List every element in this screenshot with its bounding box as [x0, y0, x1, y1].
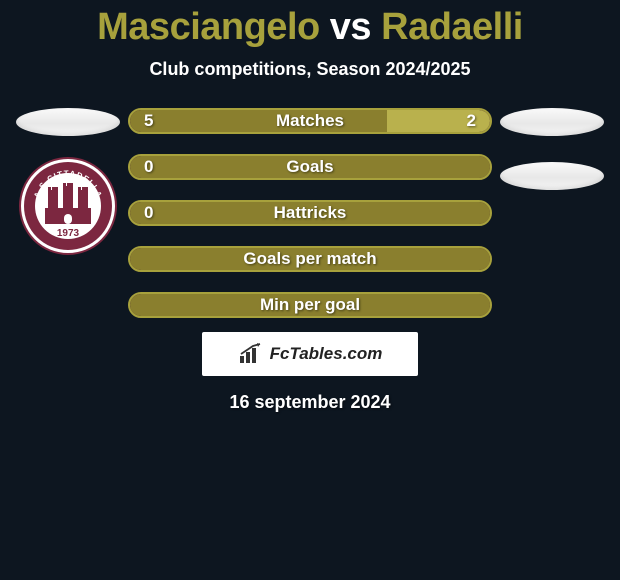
bars-column: 52Matches 0Goals 0Hattricks Goals per match…	[128, 108, 492, 318]
date-text: 16 september 2024	[0, 392, 620, 413]
stat-bar: Min per goal	[128, 292, 492, 318]
player1-name: Masciangelo	[97, 6, 320, 48]
team-badge-placeholder	[16, 108, 120, 136]
stat-bar: 0Goals	[128, 154, 492, 180]
stat-bar: 0Hattricks	[128, 200, 492, 226]
bar-label: Matches	[130, 111, 490, 131]
stat-bar: Goals per match	[128, 246, 492, 272]
bar-label: Hattricks	[130, 203, 490, 223]
bar-label: Goals	[130, 157, 490, 177]
brand-box: FcTables.com	[202, 332, 418, 376]
brand-text: FcTables.com	[270, 344, 383, 364]
body-wrap: A.S.CITTADELLA 1973 52Matches 0Goals 0Hatt…	[0, 108, 620, 318]
club-crest: A.S.CITTADELLA 1973	[18, 156, 118, 256]
chart-icon	[238, 343, 266, 365]
vs-separator: vs	[330, 6, 371, 48]
player2-name: Radaelli	[381, 6, 523, 48]
stat-bar: 52Matches	[128, 108, 492, 134]
left-column: A.S.CITTADELLA 1973	[8, 108, 128, 318]
right-column	[492, 108, 612, 318]
team-badge-placeholder	[500, 162, 604, 190]
bar-label: Goals per match	[130, 249, 490, 269]
comparison-title: Masciangelo vs Radaelli	[0, 0, 620, 49]
team-badge-placeholder	[500, 108, 604, 136]
subtitle: Club competitions, Season 2024/2025	[0, 59, 620, 80]
bar-label: Min per goal	[130, 295, 490, 315]
crest-year: 1973	[57, 228, 80, 239]
